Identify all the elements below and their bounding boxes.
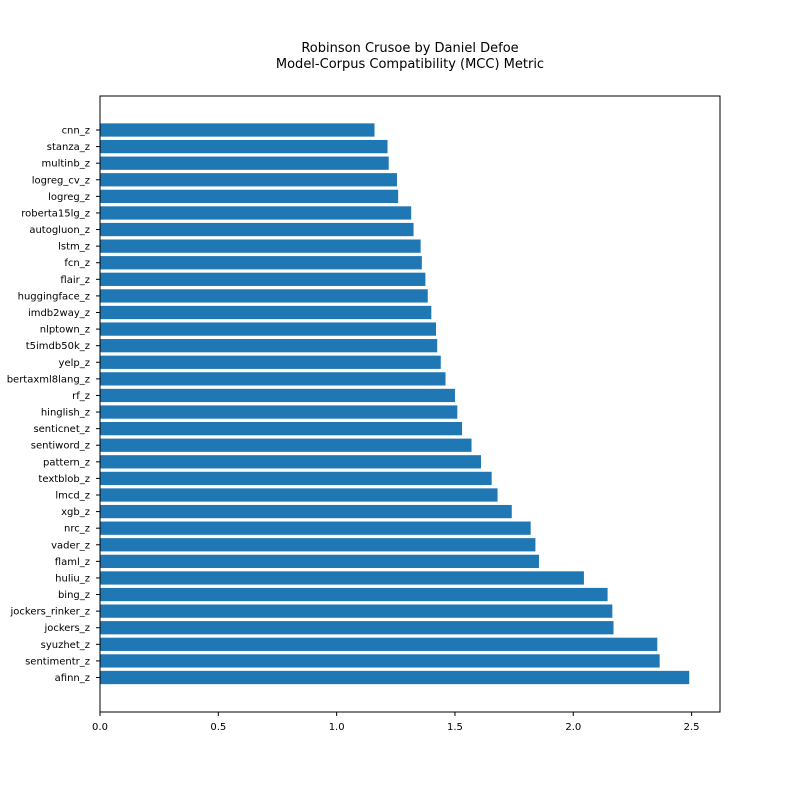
y-tick-label: afinn_z bbox=[55, 673, 90, 684]
bar-huliu_z bbox=[100, 571, 584, 585]
bar-multinb_z bbox=[100, 156, 389, 170]
y-tick-label: xgb_z bbox=[61, 507, 90, 518]
x-tick-label: 0.5 bbox=[210, 722, 226, 733]
y-tick-label: jockers_z bbox=[43, 623, 90, 634]
bar-jockers_rinker_z bbox=[100, 604, 613, 618]
y-tick-label: nlptown_z bbox=[40, 325, 90, 336]
chart-title-line2: Model-Corpus Compatibility (MCC) Metric bbox=[276, 57, 544, 72]
x-tick-label: 1.0 bbox=[329, 722, 345, 733]
bar-lstm_z bbox=[100, 239, 421, 253]
y-tick-label: bertaxml8lang_z bbox=[7, 374, 90, 385]
bar-t5imdb50k_z bbox=[100, 339, 438, 353]
y-tick-label: fcn_z bbox=[64, 258, 90, 269]
bars-group bbox=[100, 123, 690, 685]
y-tick-label: jockers_rinker_z bbox=[10, 607, 90, 618]
x-tick-label: 0.0 bbox=[92, 722, 108, 733]
y-tick-label: textblob_z bbox=[38, 474, 90, 485]
y-axis-ticks: cnn_z stanza_z multinb_z logreg_cv_z logreg_… bbox=[7, 126, 100, 684]
bar-flair_z bbox=[100, 272, 426, 286]
bar-bertaxml8lang_z bbox=[100, 372, 446, 386]
y-tick-label: sentiword_z bbox=[31, 441, 90, 452]
y-tick-label: logreg_cv_z bbox=[32, 175, 90, 186]
y-tick-label: flair_z bbox=[60, 275, 90, 286]
bar-lmcd_z bbox=[100, 488, 498, 502]
bar-jockers_z bbox=[100, 621, 614, 635]
y-tick-label: hinglish_z bbox=[41, 408, 90, 419]
bar-sentimentr_z bbox=[100, 654, 660, 668]
y-tick-label: pattern_z bbox=[43, 457, 90, 468]
y-tick-label: huggingface_z bbox=[18, 291, 90, 302]
y-tick-label: senticnet_z bbox=[33, 424, 90, 435]
bar-cnn_z bbox=[100, 123, 375, 137]
y-tick-label: rf_z bbox=[72, 391, 90, 402]
bar-hinglish_z bbox=[100, 405, 458, 419]
x-axis-ticks: 0.0 0.5 1.0 1.5 2.0 2.5 bbox=[92, 712, 700, 733]
y-tick-label: lmcd_z bbox=[55, 491, 90, 502]
bar-afinn_z bbox=[100, 670, 690, 685]
bar-senticnet_z bbox=[100, 422, 463, 436]
bar-logreg_z bbox=[100, 189, 399, 203]
x-tick-label: 2.0 bbox=[565, 722, 581, 733]
y-tick-label: bing_z bbox=[58, 590, 90, 601]
y-tick-label: yelp_z bbox=[59, 358, 90, 369]
y-tick-label: lstm_z bbox=[58, 242, 90, 253]
bar-huggingface_z bbox=[100, 289, 428, 303]
bar-textblob_z bbox=[100, 471, 492, 486]
y-tick-label: sentimentr_z bbox=[25, 656, 90, 667]
bar-rf_z bbox=[100, 388, 455, 403]
bar-autogluon_z bbox=[100, 222, 414, 237]
bar-logreg_cv_z bbox=[100, 173, 397, 187]
bar-syuzhet_z bbox=[100, 637, 658, 651]
bar-stanza_z bbox=[100, 139, 388, 154]
bar-roberta15lg_z bbox=[100, 206, 412, 220]
y-tick-label: cnn_z bbox=[62, 126, 90, 137]
bar-sentiword_z bbox=[100, 438, 472, 452]
bar-yelp_z bbox=[100, 355, 441, 369]
y-tick-label: t5imdb50k_z bbox=[26, 341, 90, 352]
bar-bing_z bbox=[100, 587, 608, 602]
y-tick-label: vader_z bbox=[51, 540, 90, 551]
chart-title-line1: Robinson Crusoe by Daniel Defoe bbox=[301, 41, 518, 56]
y-tick-label: huliu_z bbox=[55, 573, 90, 584]
x-tick-label: 2.5 bbox=[684, 722, 700, 733]
bar-vader_z bbox=[100, 538, 536, 552]
y-tick-label: syuzhet_z bbox=[41, 640, 90, 651]
x-tick-label: 1.5 bbox=[447, 722, 463, 733]
bar-fcn_z bbox=[100, 256, 422, 270]
bar-nrc_z bbox=[100, 521, 531, 535]
y-tick-label: imdb2way_z bbox=[28, 308, 90, 319]
bar-xgb_z bbox=[100, 504, 512, 519]
y-tick-label: flaml_z bbox=[55, 557, 90, 568]
bar-nlptown_z bbox=[100, 322, 437, 336]
bar-flaml_z bbox=[100, 554, 539, 568]
y-tick-label: roberta15lg_z bbox=[21, 208, 90, 219]
bar-imdb2way_z bbox=[100, 305, 432, 320]
y-tick-label: stanza_z bbox=[47, 142, 90, 153]
plot-frame bbox=[99, 95, 721, 713]
y-tick-label: multinb_z bbox=[42, 159, 91, 170]
bar-pattern_z bbox=[100, 455, 481, 469]
y-tick-label: logreg_z bbox=[48, 192, 90, 203]
y-tick-label: autogluon_z bbox=[29, 225, 90, 236]
y-tick-label: nrc_z bbox=[64, 524, 90, 535]
